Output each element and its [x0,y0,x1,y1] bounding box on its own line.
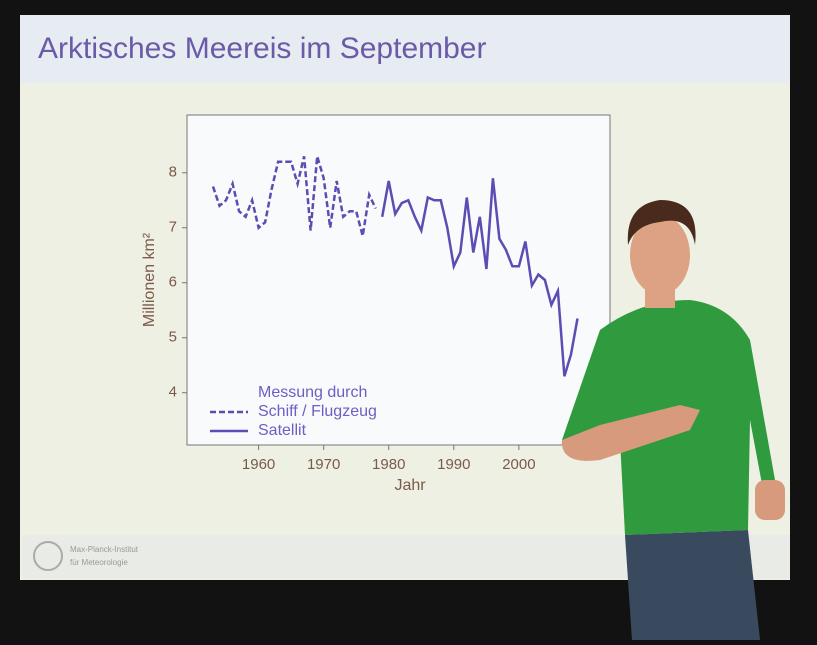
x-axis-label: Jahr [394,477,426,494]
footer-text: für Meteorologie [70,558,128,567]
footer-text: Max-Planck-Institut [70,545,139,554]
x-tick-label: 1960 [242,456,275,473]
y-tick-label: 8 [169,164,177,181]
y-tick-label: 7 [169,219,177,236]
x-tick-label: 1980 [372,456,405,473]
scene: Arktisches Meereis im September Millione… [0,0,817,640]
jeans [625,530,760,640]
neck [645,290,675,308]
y-axis-label: Millionen km² [141,232,158,327]
x-tick-label: 1990 [437,456,470,473]
legend-label: Schiff / Flugzeug [258,403,377,420]
hand [755,480,785,520]
y-tick-label: 4 [169,384,177,401]
y-tick-label: 5 [169,329,177,346]
legend-title: Messung durch [258,384,367,401]
legend-label: Satellit [258,422,307,439]
x-tick-label: 1970 [307,456,340,473]
slide-title: Arktisches Meereis im September [38,32,486,65]
y-tick-label: 6 [169,274,177,291]
x-tick-label: 2000 [502,456,535,473]
plot-area [187,115,610,445]
